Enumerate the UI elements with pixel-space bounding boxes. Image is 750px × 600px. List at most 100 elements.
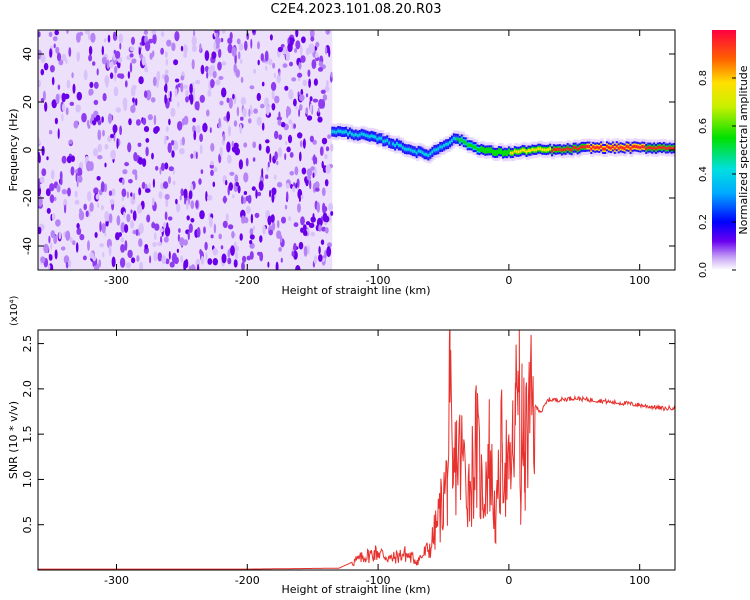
noise-speckle bbox=[51, 76, 55, 86]
noise-speckle bbox=[289, 61, 293, 67]
noise-speckle bbox=[289, 171, 295, 176]
noise-speckle bbox=[152, 76, 157, 87]
noise-speckle bbox=[99, 243, 104, 248]
noise-speckle bbox=[88, 54, 93, 62]
noise-speckle bbox=[63, 198, 68, 209]
y-tick-label: 0.5 bbox=[21, 516, 34, 534]
noise-speckle bbox=[63, 255, 70, 264]
noise-speckle bbox=[293, 242, 297, 252]
noise-speckle bbox=[253, 108, 258, 114]
noise-speckle bbox=[83, 69, 88, 81]
noise-speckle bbox=[268, 58, 273, 66]
noise-speckle bbox=[93, 99, 99, 106]
noise-speckle bbox=[206, 109, 210, 117]
noise-speckle bbox=[252, 141, 257, 149]
noise-speckle bbox=[237, 185, 241, 194]
noise-speckle bbox=[148, 38, 154, 44]
noise-speckle bbox=[199, 249, 203, 255]
noise-speckle bbox=[165, 258, 170, 265]
noise-speckle bbox=[102, 93, 107, 102]
noise-speckle bbox=[43, 243, 49, 254]
noise-speckle bbox=[138, 223, 144, 234]
noise-speckle bbox=[195, 125, 201, 134]
noise-speckle bbox=[252, 30, 256, 33]
noise-speckle bbox=[168, 166, 174, 172]
noise-speckle bbox=[166, 39, 172, 47]
noise-speckle bbox=[207, 89, 212, 97]
noise-speckle bbox=[223, 195, 227, 204]
noise-speckle bbox=[38, 182, 41, 189]
noise-speckle bbox=[325, 46, 328, 55]
snr-series-line bbox=[38, 330, 675, 570]
noise-speckle bbox=[49, 48, 53, 58]
noise-speckle bbox=[317, 107, 320, 113]
noise-speckle bbox=[172, 180, 176, 186]
noise-speckle bbox=[260, 53, 264, 62]
noise-speckle bbox=[130, 105, 136, 113]
noise-speckle bbox=[209, 127, 212, 134]
spectrogram-xlabel: Height of straight line (km) bbox=[281, 284, 430, 297]
noise-speckle bbox=[225, 213, 229, 222]
colorbar-label: Normalized spectral amplitude bbox=[737, 65, 750, 234]
noise-speckle bbox=[186, 199, 189, 210]
noise-speckle bbox=[121, 188, 127, 198]
noise-speckle bbox=[191, 35, 197, 47]
noise-speckle bbox=[66, 30, 69, 34]
noise-speckle bbox=[76, 180, 79, 188]
noise-speckle bbox=[226, 97, 230, 103]
noise-speckle bbox=[190, 218, 195, 223]
snr-ylabel: SNR (10 * v/v) bbox=[7, 401, 20, 479]
noise-speckle bbox=[228, 125, 231, 137]
noise-speckle bbox=[46, 156, 49, 161]
noise-speckle bbox=[79, 233, 85, 241]
noise-speckle bbox=[278, 247, 282, 252]
noise-speckle bbox=[255, 189, 258, 199]
noise-speckle bbox=[308, 78, 311, 88]
noise-speckle bbox=[241, 195, 244, 205]
noise-speckle bbox=[204, 50, 210, 61]
snr-xlabel: Height of straight line (km) bbox=[281, 583, 430, 596]
noise-speckle bbox=[226, 141, 231, 153]
noise-speckle bbox=[164, 193, 170, 200]
noise-speckle bbox=[118, 33, 124, 44]
noise-speckle bbox=[163, 85, 167, 92]
noise-speckle bbox=[207, 194, 213, 201]
noise-speckle bbox=[295, 40, 301, 50]
noise-speckle bbox=[219, 146, 223, 157]
noise-speckle bbox=[70, 155, 75, 162]
noise-speckle bbox=[221, 30, 226, 34]
noise-speckle bbox=[325, 146, 330, 152]
noise-speckle bbox=[276, 160, 279, 166]
noise-speckle bbox=[254, 212, 260, 219]
noise-speckle bbox=[189, 93, 194, 105]
noise-speckle bbox=[107, 34, 111, 43]
noise-speckle bbox=[130, 209, 133, 214]
noise-speckle bbox=[184, 198, 187, 205]
noise-speckle bbox=[246, 255, 251, 261]
noise-speckle bbox=[235, 251, 238, 260]
noise-speckle bbox=[310, 166, 315, 171]
noise-speckle bbox=[283, 46, 287, 53]
noise-speckle bbox=[311, 59, 317, 70]
noise-speckle bbox=[110, 60, 113, 68]
noise-speckle bbox=[167, 142, 172, 154]
noise-speckle bbox=[161, 254, 167, 265]
noise-speckle bbox=[309, 135, 314, 143]
noise-speckle bbox=[307, 245, 310, 255]
noise-speckle bbox=[76, 91, 83, 101]
noise-speckle bbox=[117, 61, 121, 69]
noise-speckle bbox=[210, 169, 214, 176]
noise-speckle bbox=[308, 222, 315, 228]
noise-speckle bbox=[179, 139, 183, 146]
noise-speckle bbox=[168, 118, 171, 126]
noise-speckle bbox=[179, 237, 185, 247]
noise-speckle bbox=[97, 202, 100, 209]
noise-speckle bbox=[147, 114, 153, 121]
noise-speckle bbox=[180, 255, 184, 263]
noise-speckle bbox=[90, 32, 96, 43]
noise-speckle bbox=[135, 98, 138, 106]
noise-speckle bbox=[285, 182, 290, 189]
noise-speckle bbox=[235, 182, 239, 187]
noise-speckle bbox=[84, 30, 90, 35]
noise-speckle bbox=[68, 47, 72, 57]
